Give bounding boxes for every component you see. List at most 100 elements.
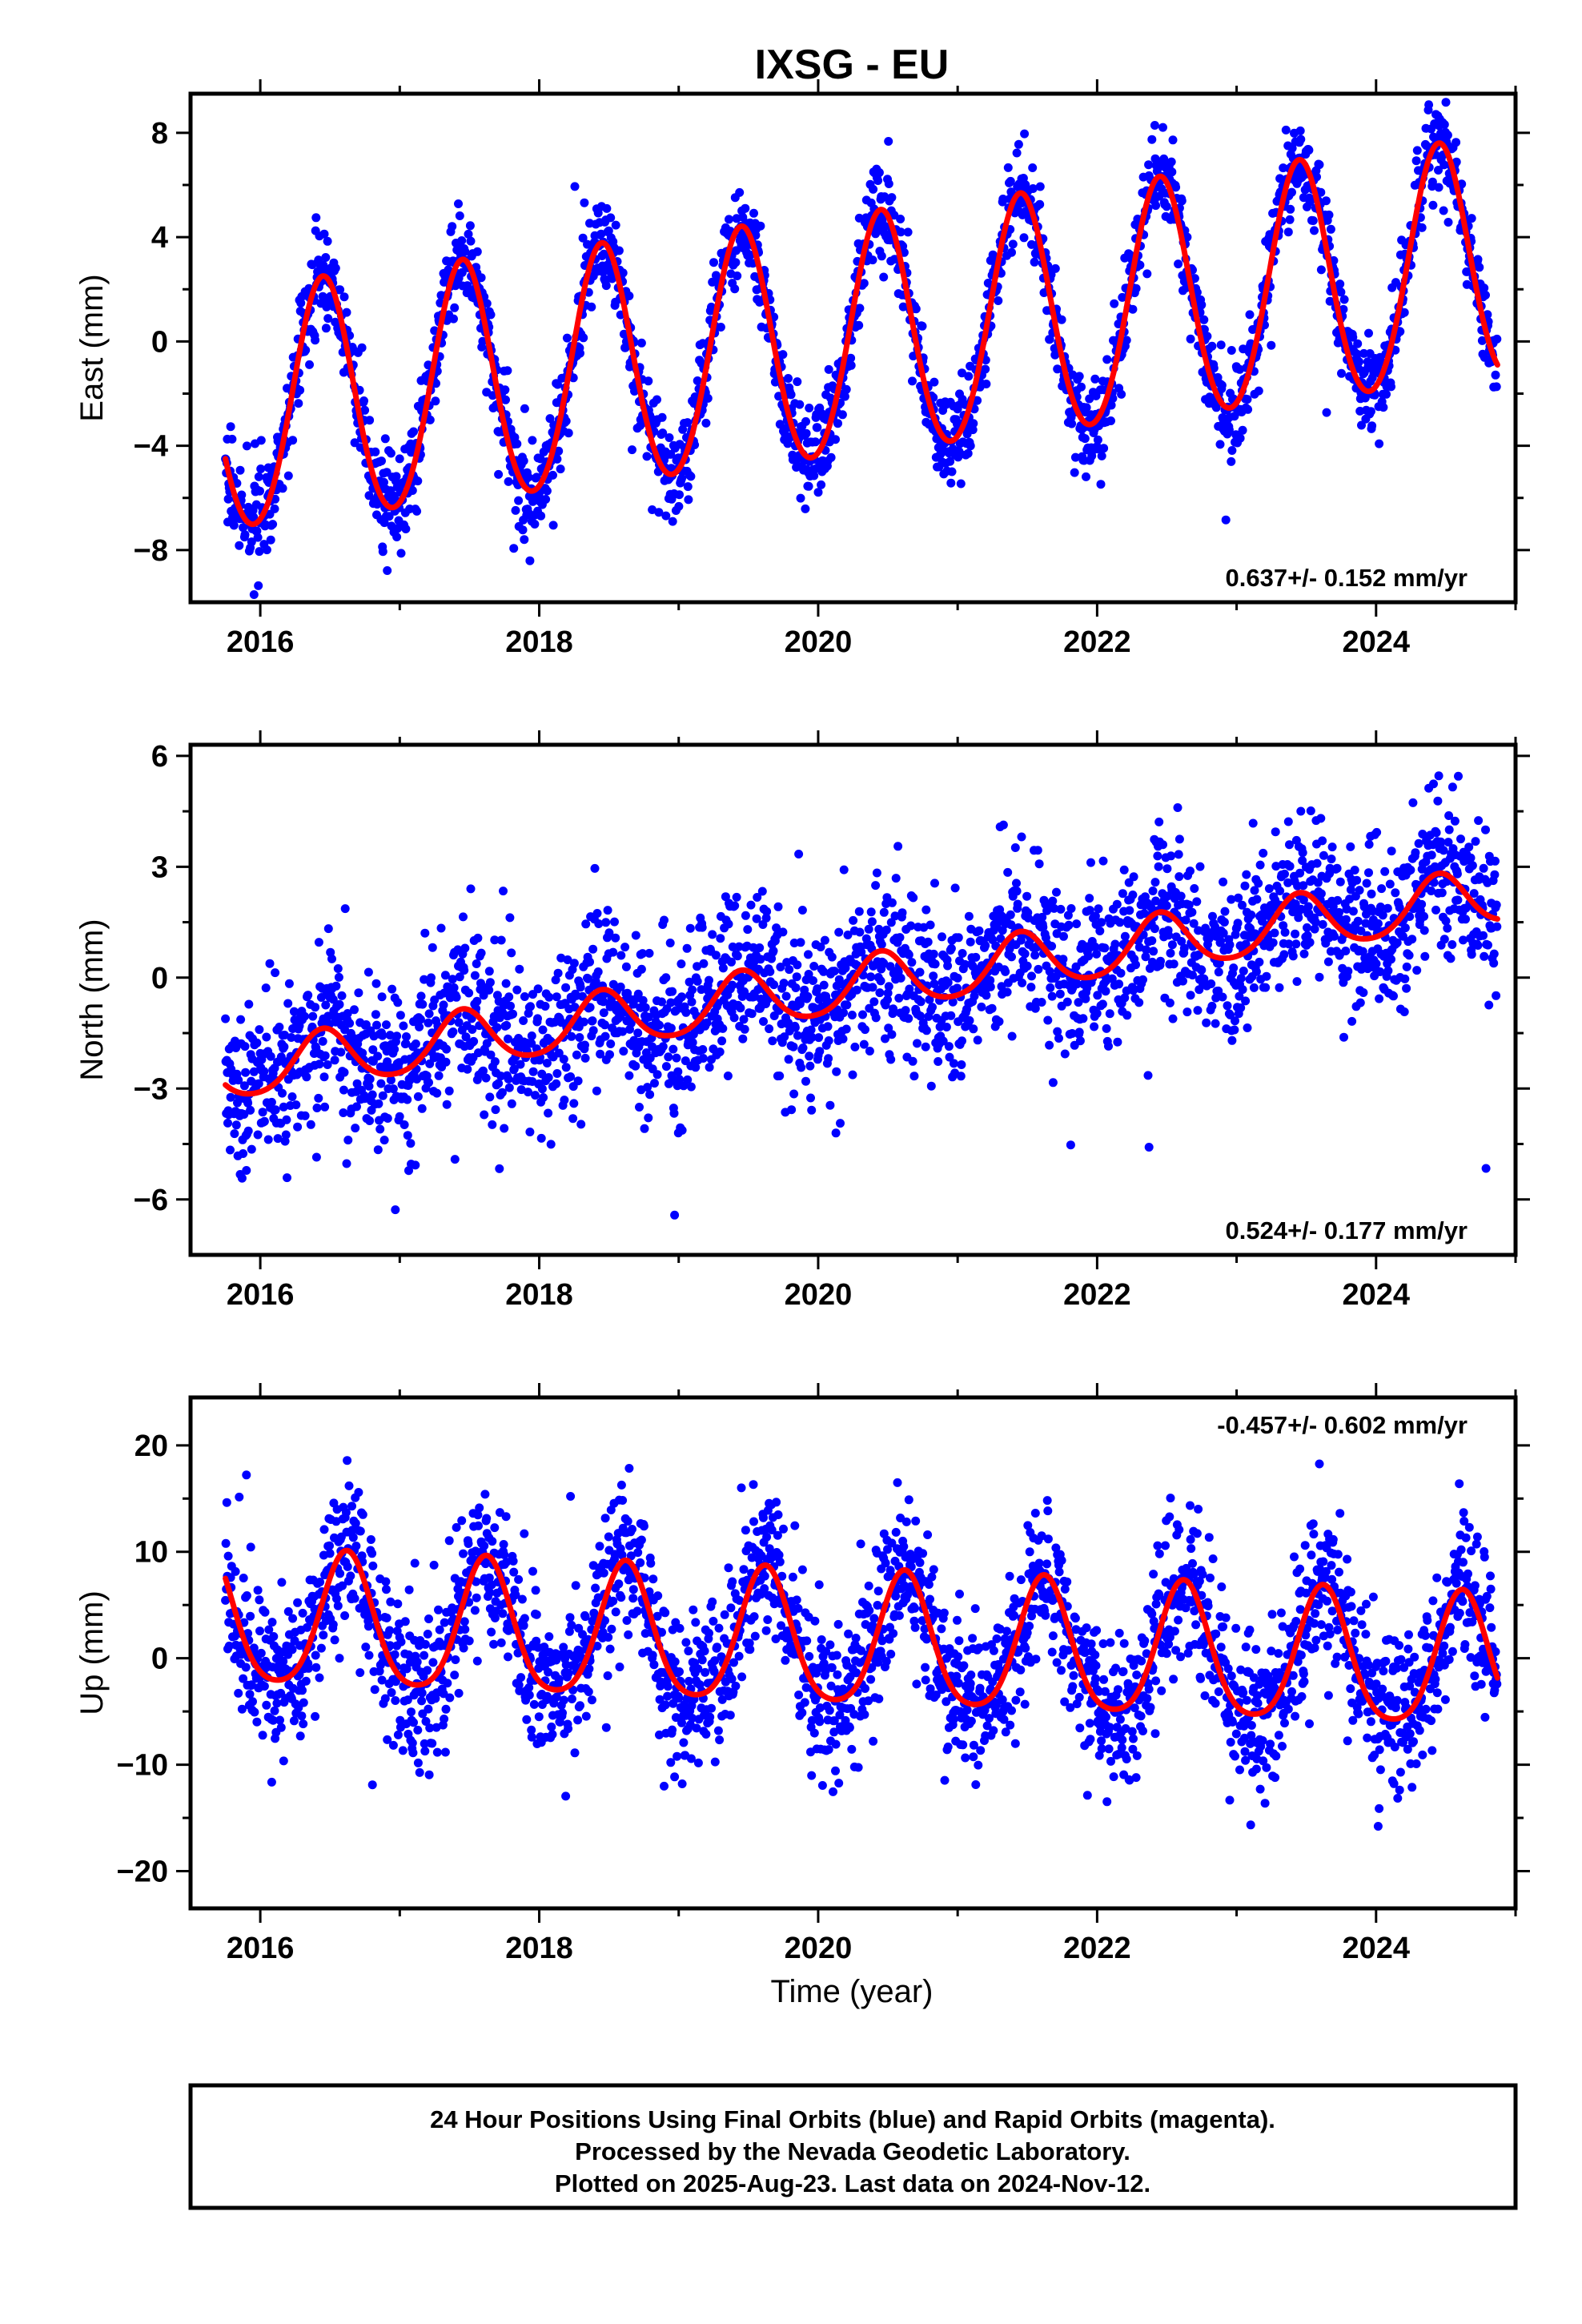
data-point xyxy=(1417,899,1427,909)
data-point xyxy=(1148,887,1158,895)
data-point xyxy=(1106,400,1116,410)
data-point xyxy=(340,904,350,914)
data-point xyxy=(588,944,598,954)
data-point xyxy=(826,452,836,462)
data-point xyxy=(1142,269,1152,279)
data-point xyxy=(1341,915,1351,924)
data-point xyxy=(537,1069,547,1079)
data-point xyxy=(631,1061,640,1071)
data-point xyxy=(507,1099,516,1108)
data-point xyxy=(566,1072,576,1081)
data-point xyxy=(303,991,313,1000)
data-point xyxy=(283,1173,291,1183)
data-point xyxy=(1245,310,1255,320)
data-point xyxy=(869,184,878,194)
data-point xyxy=(287,1033,296,1042)
data-point xyxy=(686,1082,696,1092)
data-point xyxy=(246,1105,255,1115)
data-point xyxy=(1166,157,1176,167)
data-point xyxy=(1346,842,1355,851)
data-point xyxy=(1343,967,1353,976)
data-point xyxy=(500,1124,509,1133)
data-point xyxy=(501,395,510,404)
data-point xyxy=(275,1023,284,1031)
data-point xyxy=(921,1026,931,1035)
data-point xyxy=(1291,939,1301,949)
data-point xyxy=(1034,964,1043,974)
data-point xyxy=(604,226,613,235)
data-point xyxy=(1230,1025,1239,1035)
data-point xyxy=(879,959,889,968)
data-point xyxy=(638,949,648,959)
data-point xyxy=(504,1083,514,1092)
data-point xyxy=(1439,120,1449,129)
data-point xyxy=(1097,451,1106,460)
data-point xyxy=(336,1047,346,1057)
data-point xyxy=(733,271,742,280)
data-point xyxy=(320,1102,330,1112)
data-point xyxy=(752,914,761,923)
data-point xyxy=(1149,947,1158,956)
data-point xyxy=(1262,971,1271,981)
data-point xyxy=(1441,916,1451,926)
data-point xyxy=(816,943,825,951)
data-point xyxy=(657,412,667,422)
data-point xyxy=(448,222,457,231)
data-point xyxy=(386,1076,396,1085)
data-point xyxy=(1207,979,1216,988)
data-point xyxy=(479,1066,488,1076)
data-point xyxy=(721,892,730,902)
data-point xyxy=(501,979,511,988)
data-point xyxy=(701,418,711,428)
data-point xyxy=(1492,334,1502,344)
data-point xyxy=(1353,916,1363,926)
data-point xyxy=(619,1047,628,1056)
data-point xyxy=(392,533,402,541)
data-point xyxy=(775,1072,785,1080)
data-point xyxy=(841,963,850,973)
data-point xyxy=(1443,131,1452,140)
data-point xyxy=(946,478,956,488)
data-point xyxy=(553,380,562,389)
data-point xyxy=(506,1001,515,1011)
data-point xyxy=(472,996,482,1006)
data-point xyxy=(1364,839,1374,849)
data-point xyxy=(749,958,758,967)
data-point xyxy=(1047,991,1057,1001)
data-point xyxy=(1355,886,1364,895)
data-point xyxy=(921,1042,930,1051)
data-point xyxy=(331,263,340,273)
data-point xyxy=(1092,949,1102,959)
data-point xyxy=(718,963,728,973)
data-point xyxy=(796,493,805,503)
data-point xyxy=(473,933,483,943)
data-point xyxy=(768,1036,777,1046)
data-point xyxy=(1304,146,1314,155)
data-point xyxy=(947,467,957,476)
data-point xyxy=(964,372,974,381)
data-point xyxy=(977,1002,986,1011)
data-point xyxy=(488,391,497,400)
data-point xyxy=(306,1120,315,1129)
data-point xyxy=(1375,994,1384,1003)
data-point xyxy=(1316,265,1326,275)
data-point xyxy=(408,486,417,495)
data-point xyxy=(779,979,789,988)
data-point xyxy=(1113,1037,1122,1047)
data-point xyxy=(343,1136,353,1145)
data-point xyxy=(1030,257,1039,267)
data-point xyxy=(1085,894,1094,903)
data-point xyxy=(1227,456,1236,466)
data-point xyxy=(916,1011,926,1021)
data-point xyxy=(1080,434,1090,444)
data-point xyxy=(660,915,669,925)
data-point xyxy=(1026,983,1036,992)
data-point xyxy=(1199,315,1209,324)
data-point xyxy=(934,1057,943,1066)
data-point xyxy=(1104,1041,1113,1051)
data-point xyxy=(1303,923,1311,932)
data-point xyxy=(585,1003,595,1012)
data-point xyxy=(273,1134,283,1144)
data-point xyxy=(946,943,956,953)
data-point xyxy=(1174,850,1183,859)
